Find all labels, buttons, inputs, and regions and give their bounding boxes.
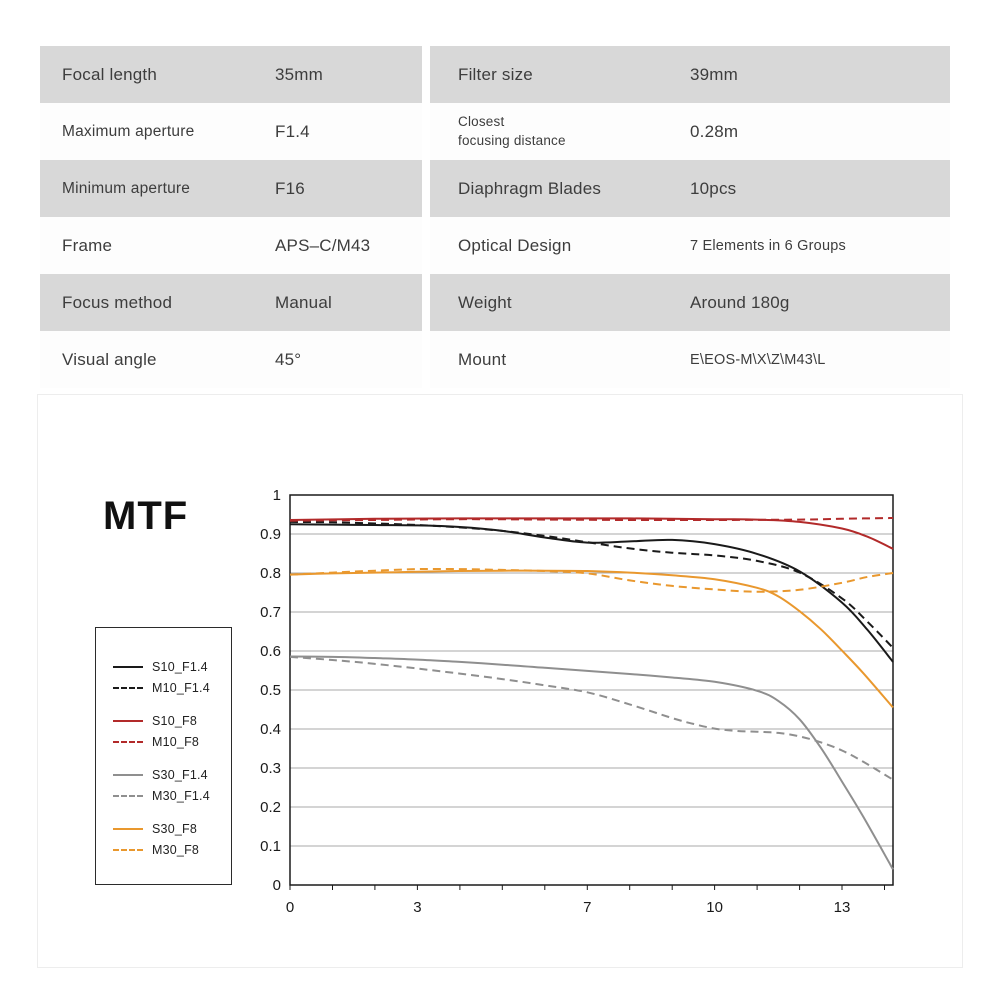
spec-label: Diaphragm Blades: [430, 160, 668, 217]
svg-text:7: 7: [583, 899, 591, 916]
table-gap: [422, 217, 430, 274]
spec-row: Focus method Manual Weight Around 180g: [40, 274, 950, 331]
spec-value: F16: [255, 160, 422, 217]
svg-text:1: 1: [273, 487, 281, 504]
svg-text:0.6: 0.6: [260, 643, 281, 660]
spec-label: Closest focusing distance: [430, 103, 668, 160]
table-gap: [422, 160, 430, 217]
legend-label: S10_F8: [152, 713, 197, 728]
svg-text:0.3: 0.3: [260, 760, 281, 777]
spec-table: Focal length 35mm Filter size 39mm Maxim…: [40, 46, 950, 388]
legend-label: M30_F1.4: [152, 788, 210, 803]
svg-text:0.2: 0.2: [260, 799, 281, 816]
svg-text:0.5: 0.5: [260, 682, 281, 699]
spec-label: Frame: [40, 217, 255, 274]
legend-line-sample: [113, 719, 143, 722]
spec-label: Focal length: [40, 46, 255, 103]
spec-value: 45°: [255, 331, 422, 388]
legend-label: S10_F1.4: [152, 659, 208, 674]
spec-value: Around 180g: [668, 274, 950, 331]
legend-item: M10_F1.4: [113, 677, 231, 698]
spec-row: Frame APS–C/M43 Optical Design 7 Element…: [40, 217, 950, 274]
spec-row: Minimum aperture F16 Diaphragm Blades 10…: [40, 160, 950, 217]
spec-value: 0.28m: [668, 103, 950, 160]
spec-value: 35mm: [255, 46, 422, 103]
spec-value: APS–C/M43: [255, 217, 422, 274]
legend-line-sample: [113, 740, 143, 743]
mtf-chart: 00.10.20.30.40.50.60.70.80.910 3 7 10 13: [260, 487, 894, 916]
svg-text:0.9: 0.9: [260, 526, 281, 543]
spec-value: E\EOS-M\X\Z\M43\L: [668, 331, 950, 388]
legend-group: S30_F8 M30_F8: [113, 818, 231, 860]
legend-item: S10_F8: [113, 710, 231, 731]
svg-text:13: 13: [834, 899, 851, 916]
svg-text:0.7: 0.7: [260, 604, 281, 621]
spec-label: Minimum aperture: [40, 160, 255, 217]
spec-value: 10pcs: [668, 160, 950, 217]
content-frame: [37, 394, 963, 968]
legend-group: S10_F8 M10_F8: [113, 710, 231, 752]
spec-row: Maximum aperture F1.4 Closest focusing d…: [40, 103, 950, 160]
table-gap: [422, 274, 430, 331]
legend-label: S30_F1.4: [152, 767, 208, 782]
legend-line-sample: [113, 827, 143, 830]
legend-line-sample: [113, 665, 143, 668]
spec-row: Visual angle 45° Mount E\EOS-M\X\Z\M43\L: [40, 331, 950, 388]
legend-line-sample: [113, 848, 143, 851]
spec-value: 39mm: [668, 46, 950, 103]
legend-line-sample: [113, 686, 143, 689]
spec-label: Mount: [430, 331, 668, 388]
svg-text:0.8: 0.8: [260, 565, 281, 582]
legend-item: S30_F1.4: [113, 764, 231, 785]
spec-value: 7 Elements in 6 Groups: [668, 217, 950, 274]
legend-item: M30_F8: [113, 839, 231, 860]
legend-item: S10_F1.4: [113, 656, 231, 677]
spec-label: Maximum aperture: [40, 103, 255, 160]
table-gap: [422, 331, 430, 388]
svg-text:10: 10: [706, 899, 723, 916]
legend-label: S30_F8: [152, 821, 197, 836]
spec-label: Visual angle: [40, 331, 255, 388]
legend-label: M10_F8: [152, 734, 200, 749]
chart-title: MTF: [103, 494, 189, 538]
svg-text:3: 3: [413, 899, 421, 916]
spec-value: F1.4: [255, 103, 422, 160]
legend-line-sample: [113, 794, 143, 797]
spec-row: Focal length 35mm Filter size 39mm: [40, 46, 950, 103]
table-gap: [422, 103, 430, 160]
svg-text:0: 0: [286, 899, 294, 916]
spec-value: Manual: [255, 274, 422, 331]
legend-group: S10_F1.4 M10_F1.4: [113, 656, 231, 698]
svg-text:0.4: 0.4: [260, 721, 281, 738]
spec-label: Weight: [430, 274, 668, 331]
legend-label: M10_F1.4: [152, 680, 210, 695]
mtf-legend: S10_F1.4 M10_F1.4 S10_F8 M10_F8 S30_F1.4: [95, 627, 232, 885]
legend-group: S30_F1.4 M30_F1.4: [113, 764, 231, 806]
legend-label: M30_F8: [152, 842, 200, 857]
legend-item: M10_F8: [113, 731, 231, 752]
spec-label: Optical Design: [430, 217, 668, 274]
legend-item: S30_F8: [113, 818, 231, 839]
svg-text:0: 0: [273, 877, 281, 894]
spec-label: Filter size: [430, 46, 668, 103]
legend-item: M30_F1.4: [113, 785, 231, 806]
svg-text:0.1: 0.1: [260, 838, 281, 855]
legend-line-sample: [113, 773, 143, 776]
table-gap: [422, 46, 430, 103]
spec-label: Focus method: [40, 274, 255, 331]
